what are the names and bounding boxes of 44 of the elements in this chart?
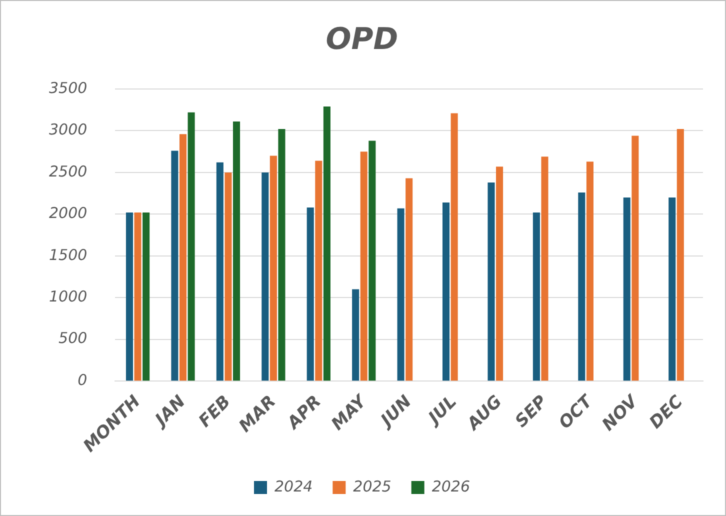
bar	[578, 192, 586, 381]
bar	[134, 212, 142, 381]
bar	[270, 156, 277, 381]
bar	[306, 208, 314, 381]
y-tick-label: 2000	[48, 204, 88, 222]
bar	[315, 160, 322, 381]
y-tick-label: 2500	[48, 162, 88, 180]
bar	[541, 156, 548, 381]
bar	[668, 197, 676, 381]
bar	[216, 162, 224, 381]
bar	[586, 162, 594, 381]
bar	[224, 172, 232, 381]
bar	[278, 129, 286, 381]
legend-label: 2026	[432, 477, 470, 496]
bar	[262, 172, 269, 381]
bar	[179, 134, 187, 381]
bar	[442, 202, 450, 381]
bar	[142, 212, 150, 381]
y-tick-label: 3500	[48, 78, 88, 97]
bar	[623, 197, 630, 381]
bar	[676, 129, 684, 381]
legend-label: 2024	[274, 477, 313, 496]
bar	[406, 178, 413, 381]
bar	[397, 208, 404, 381]
y-tick-label: 0	[78, 370, 88, 389]
bar	[488, 182, 495, 381]
bar	[368, 140, 376, 381]
chart-title: OPD	[326, 22, 398, 57]
bar	[126, 212, 134, 381]
bar	[188, 112, 195, 381]
y-tick-label: 1500	[48, 246, 88, 264]
bar	[496, 166, 504, 381]
bar	[450, 113, 458, 381]
bar	[323, 106, 330, 381]
bar	[532, 212, 540, 381]
y-tick-label: 500	[58, 329, 88, 348]
bar	[632, 136, 639, 381]
bar	[232, 122, 240, 381]
legend-label: 2025	[353, 477, 392, 496]
bar	[360, 152, 368, 381]
bar	[352, 289, 360, 381]
y-tick-label: 3000	[48, 120, 88, 139]
bar	[171, 150, 178, 381]
y-tick-label: 1000	[48, 288, 88, 306]
